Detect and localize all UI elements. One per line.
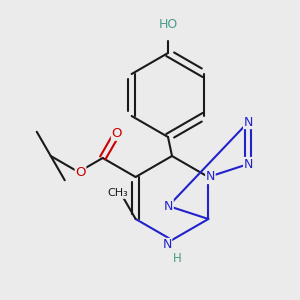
Text: N: N (164, 200, 173, 212)
Text: N: N (206, 170, 215, 184)
Text: HO: HO (158, 19, 178, 32)
Text: O: O (75, 166, 86, 178)
Text: N: N (244, 158, 253, 170)
Text: N: N (244, 116, 253, 128)
Text: N: N (162, 238, 172, 251)
Text: H: H (172, 251, 182, 265)
Text: CH₃: CH₃ (107, 188, 128, 198)
Text: HO: HO (158, 19, 178, 32)
Text: O: O (112, 127, 122, 140)
